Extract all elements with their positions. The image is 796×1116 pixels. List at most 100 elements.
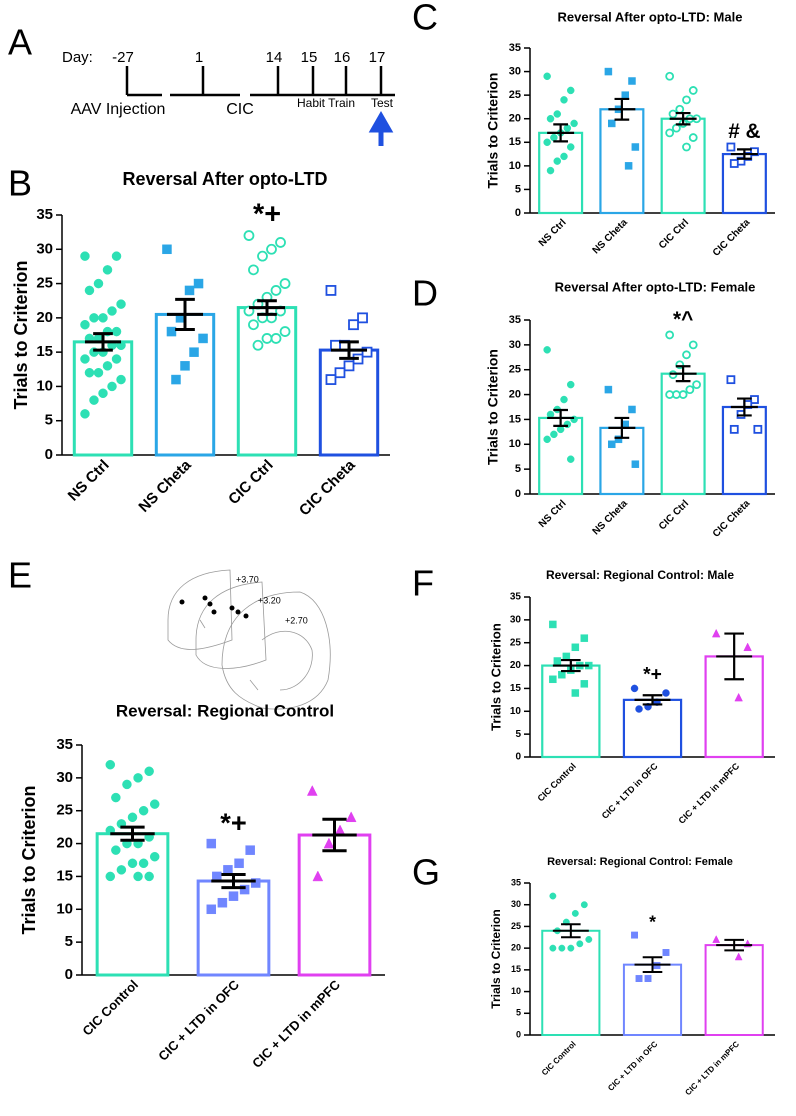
data-point	[566, 86, 575, 95]
data-point	[614, 435, 623, 444]
error-bar	[312, 817, 357, 853]
bar	[704, 944, 764, 1036]
data-point	[631, 931, 638, 939]
data-point	[543, 72, 551, 81]
data-point	[549, 892, 557, 900]
chart-title: Reversal After opto-LTD	[122, 169, 327, 189]
panel-letter: F	[412, 563, 434, 604]
data-point	[729, 159, 739, 168]
data-point	[563, 124, 572, 132]
day-number: 17	[369, 49, 386, 66]
data-point	[243, 230, 255, 241]
panel-letter: E	[8, 555, 32, 596]
data-point	[334, 824, 346, 836]
chart-title: Reversal After opto-LTD: Female	[555, 279, 756, 294]
error-bar	[716, 632, 753, 681]
y-tick-label: 10	[511, 986, 521, 996]
data-point	[162, 244, 172, 255]
data-point	[743, 642, 752, 652]
data-point	[560, 152, 568, 161]
data-point	[604, 385, 613, 394]
data-point	[144, 766, 154, 777]
error-bar	[730, 397, 758, 417]
bar	[721, 405, 767, 496]
data-point	[279, 326, 291, 337]
data-point	[345, 811, 357, 823]
data-point	[567, 944, 575, 952]
y-tick-label: 0	[515, 207, 521, 219]
data-point	[750, 147, 759, 157]
y-tick-label: 0	[45, 446, 53, 463]
y-tick-label: 5	[515, 183, 521, 195]
data-point	[543, 138, 551, 147]
data-point	[184, 285, 195, 296]
y-tick-label: 10	[510, 706, 522, 717]
day-number: 1	[195, 49, 203, 66]
error-bar	[552, 658, 589, 673]
data-point	[111, 354, 122, 364]
data-point	[93, 278, 104, 289]
annotation: *+	[220, 807, 246, 838]
data-point	[330, 339, 341, 351]
error-bar	[84, 332, 122, 352]
data-point	[546, 114, 555, 123]
y-tick-label: 15	[510, 683, 522, 694]
y-tick-label: 15	[36, 343, 53, 360]
data-point	[279, 278, 291, 289]
data-point	[93, 367, 104, 378]
y-tick-label: 30	[511, 899, 521, 909]
data-point	[348, 319, 359, 331]
error-bar	[547, 123, 575, 143]
data-point	[562, 652, 571, 661]
bar	[622, 698, 683, 759]
data-point	[275, 237, 286, 248]
data-point	[734, 692, 743, 702]
y-tick-label: 0	[515, 752, 521, 763]
y-tick-label: 10	[509, 160, 521, 172]
data-point	[198, 333, 208, 344]
y-tick-label: 10	[56, 900, 73, 917]
data-point	[116, 865, 127, 875]
x-tick-label: NS Cheta	[591, 498, 631, 538]
timeline-label: AAV Injection	[71, 101, 166, 118]
data-point	[89, 313, 99, 323]
data-point	[665, 330, 675, 340]
x-tick-label: NS Ctrl	[537, 498, 569, 530]
data-point	[180, 361, 190, 371]
data-point	[102, 265, 113, 275]
x-tick-label: CIC + LTD in OFC	[600, 761, 660, 821]
data-point	[252, 339, 264, 351]
x-tick-label: NS Cheta	[591, 217, 631, 257]
data-point	[325, 285, 337, 296]
data-point	[668, 109, 678, 119]
data-point	[570, 119, 578, 128]
data-point	[549, 620, 557, 629]
chart-title: Reversal: Regional Control: Male	[546, 568, 734, 582]
data-point	[189, 347, 199, 357]
x-tick-label: CIC + LTD in mPFC	[683, 1039, 741, 1097]
data-point	[726, 142, 736, 152]
y-tick-label: 30	[509, 339, 521, 351]
data-point	[553, 157, 562, 165]
day-number: 16	[334, 49, 351, 66]
x-tick-label: NS Ctrl	[65, 457, 113, 505]
data-point	[343, 360, 355, 372]
data-point	[662, 689, 670, 697]
data-point	[558, 944, 566, 952]
x-tick-label: CIC Control	[540, 1040, 578, 1078]
y-tick-label: 30	[56, 769, 73, 786]
data-point	[312, 870, 324, 882]
data-point	[80, 409, 90, 419]
y-tick-label: 5	[516, 1008, 521, 1018]
timeline-label: CIC	[226, 101, 254, 118]
data-point	[257, 250, 268, 262]
bar	[297, 833, 372, 977]
y-tick-label: 5	[515, 729, 521, 740]
data-point	[635, 705, 643, 713]
day-number: 14	[266, 49, 283, 66]
error-bar	[547, 408, 575, 427]
data-point	[675, 104, 685, 114]
data-point	[688, 340, 698, 350]
data-point	[729, 424, 739, 434]
annotation: *+	[643, 664, 662, 685]
